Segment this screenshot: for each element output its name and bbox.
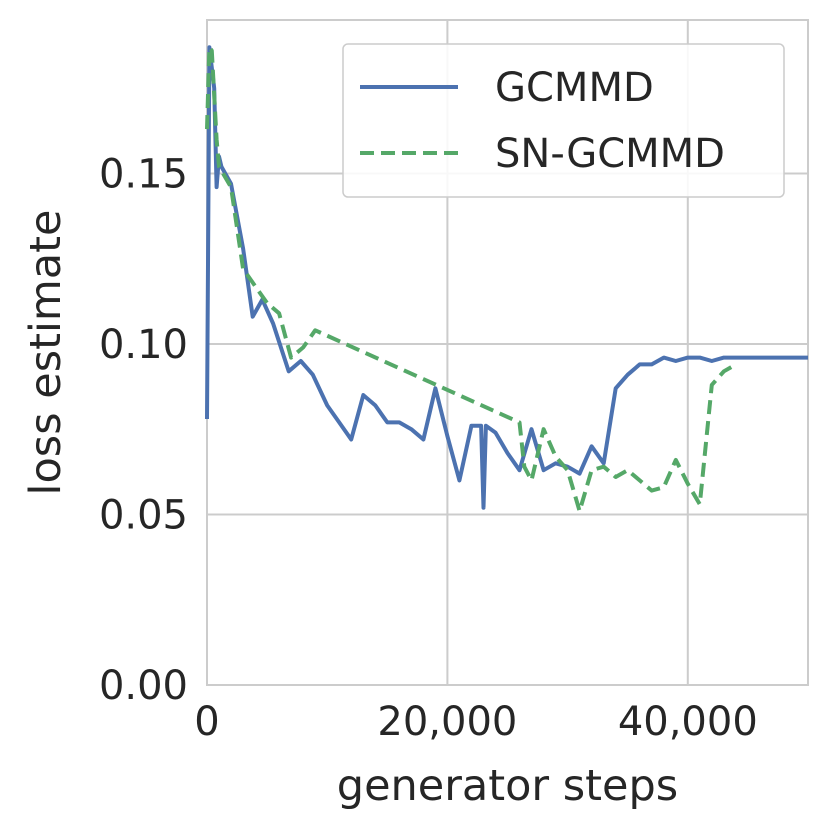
y-tick-label: 0.10 — [99, 322, 188, 368]
legend: GCMMD SN-GCMMD — [342, 43, 785, 198]
series-layer — [205, 45, 808, 514]
y-tick-label: 0.05 — [99, 492, 188, 538]
series-line-gcmmd — [205, 45, 808, 510]
x-tick-label: 20,000 — [377, 699, 517, 745]
tick-labels: 0 20,000 40,000 0.00 0.05 0.10 0.15 — [99, 151, 758, 745]
x-tick-label: 40,000 — [618, 699, 758, 745]
legend-box — [342, 43, 785, 198]
legend-label-gcmmd: GCMMD — [495, 65, 654, 111]
y-tick-label: 0.15 — [99, 151, 188, 197]
series-line-sn-gcmmd — [205, 45, 737, 514]
legend-label-sn-gcmmd: SN-GCMMD — [495, 131, 725, 177]
y-axis-label: loss estimate — [21, 210, 71, 496]
y-tick-label: 0.00 — [99, 663, 188, 709]
x-tick-label: 0 — [194, 699, 219, 745]
x-axis-label: generator steps — [337, 761, 678, 811]
